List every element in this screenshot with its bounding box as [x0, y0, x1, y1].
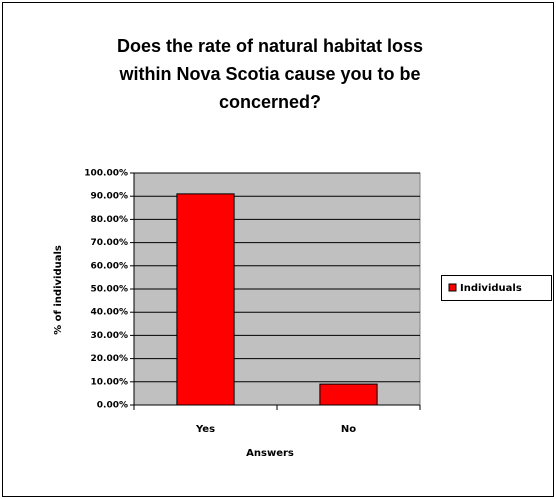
x-axis-title: Answers — [246, 448, 294, 459]
y-tick-label: 50.00% — [91, 285, 129, 295]
y-tick-label: 0.00% — [97, 401, 128, 411]
y-tick-label: 100.00% — [84, 169, 128, 179]
y-tick-label: 40.00% — [91, 308, 129, 318]
x-tick-label: No — [341, 424, 356, 435]
chart-title: Does the rate of natural habitat loss wit… — [117, 36, 423, 112]
bar — [176, 193, 235, 406]
y-tick-label: 90.00% — [91, 192, 129, 202]
legend-swatch — [448, 283, 457, 292]
y-tick-label: 60.00% — [91, 261, 129, 271]
y-axis-title: % of individuals — [53, 245, 64, 335]
x-tick-label: Yes — [195, 424, 215, 435]
legend-box — [441, 275, 552, 301]
y-tick-label: 20.00% — [91, 354, 129, 364]
y-tick-label: 70.00% — [91, 238, 129, 248]
bar — [319, 383, 378, 406]
y-tick-label: 30.00% — [91, 331, 129, 341]
y-tick-label: 10.00% — [91, 377, 129, 387]
y-tick-label: 80.00% — [91, 215, 129, 225]
legend-label: Individuals — [460, 283, 522, 294]
